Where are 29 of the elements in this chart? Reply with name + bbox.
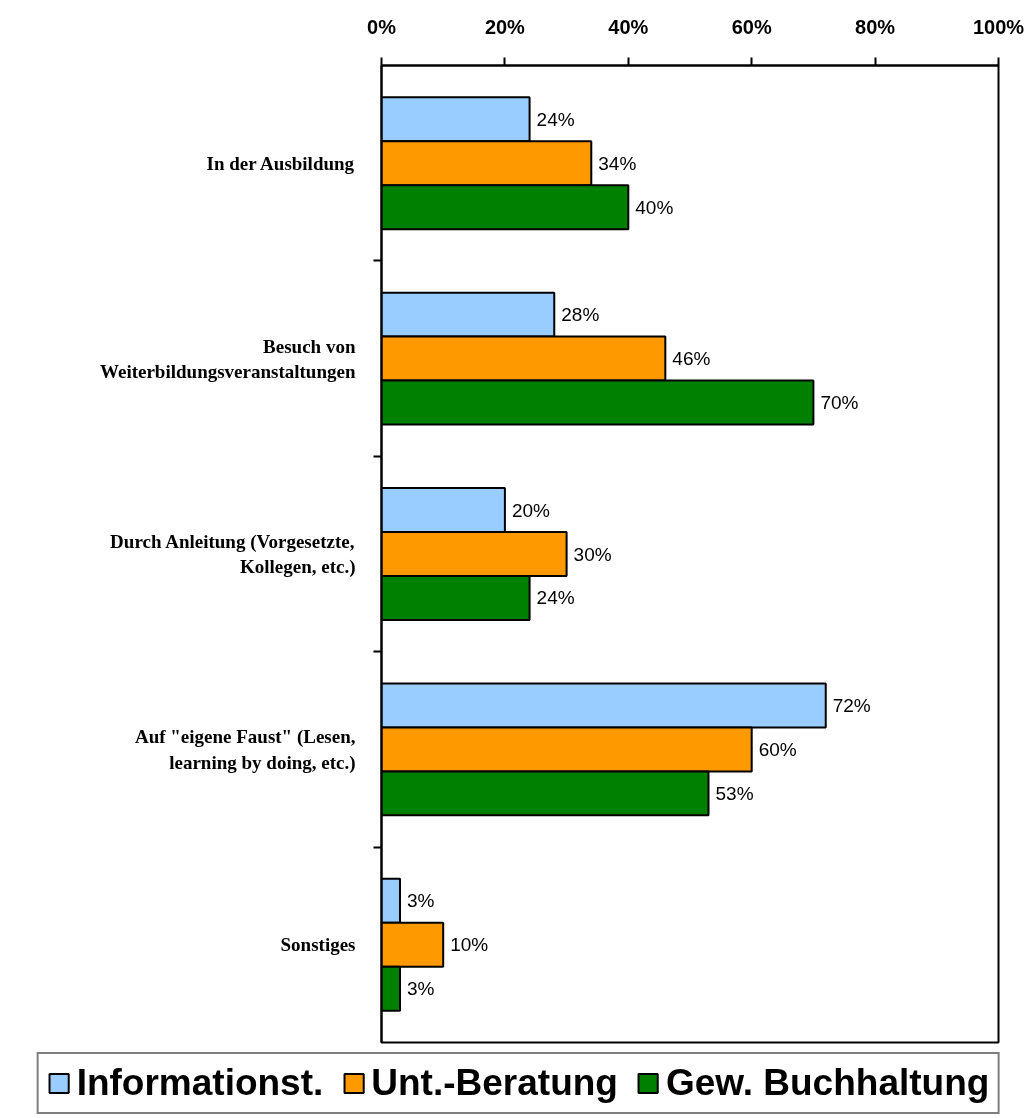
data-label: 46%: [672, 348, 711, 370]
data-label: 53%: [715, 782, 754, 804]
y-tick-label: Sonstiges: [280, 934, 356, 956]
legend-label: Informationst.: [76, 1062, 324, 1104]
data-label: 34%: [598, 152, 637, 174]
y-tick-label: In der Ausbildung: [206, 152, 355, 174]
data-label: 70%: [820, 392, 859, 414]
data-label: 28%: [561, 304, 600, 326]
x-tick-label: 60%: [731, 15, 772, 38]
y-tick-label: Besuch von Weiterbildungsveranstaltungen: [100, 335, 356, 382]
legend-label: Unt.-Beratung: [371, 1062, 618, 1104]
data-label: 24%: [536, 108, 575, 130]
x-tick-label: 40%: [608, 15, 649, 38]
data-label: 3%: [407, 978, 435, 1000]
data-label: 10%: [450, 934, 489, 956]
y-tick-label: Auf "eigene Faust" (Lesen, learning by doing, etc.): [134, 726, 356, 774]
data-label: 30%: [573, 543, 612, 565]
x-tick-label: 0%: [367, 15, 397, 38]
data-label: 40%: [635, 196, 674, 218]
legend-label: Gew. Buchhaltung: [665, 1062, 990, 1104]
x-tick-label: 20%: [484, 15, 526, 38]
data-label: 72%: [832, 694, 871, 716]
data-label: 60%: [758, 738, 797, 760]
data-label: 24%: [536, 587, 575, 609]
x-tick-label: 80%: [855, 15, 896, 38]
y-tick-label: Durch Anleitung (Vorgesetzte, Kollegen, etc.): [110, 530, 356, 579]
data-label: 3%: [407, 890, 435, 912]
data-label: 20%: [511, 499, 551, 521]
x-tick-label: 100%: [972, 15, 1025, 38]
